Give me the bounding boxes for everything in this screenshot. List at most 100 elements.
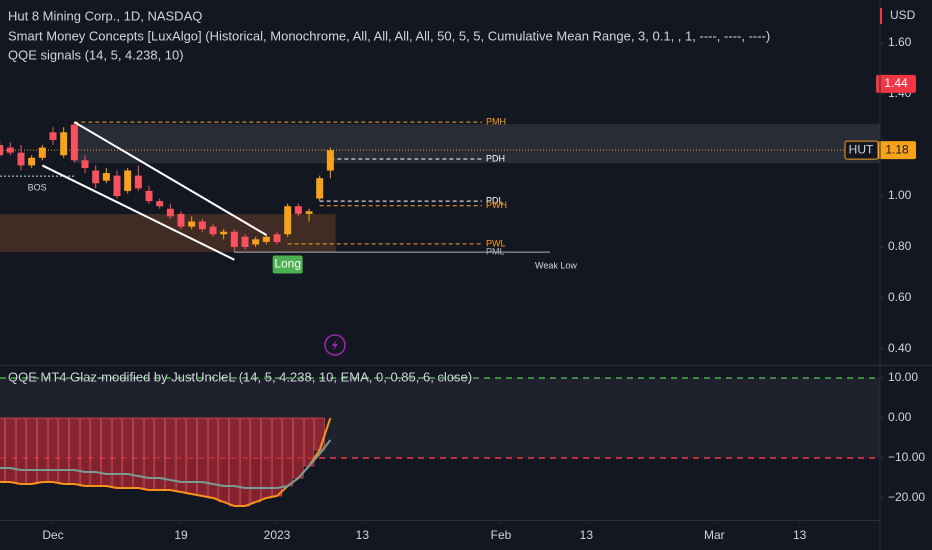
- candle-body: [49, 132, 57, 140]
- candle-body: [220, 231, 228, 235]
- histogram-column: [90, 417, 101, 487]
- y-tick-label: 1.00: [888, 188, 912, 202]
- candle-body: [230, 231, 238, 247]
- candle-body: [284, 206, 292, 235]
- histogram-column: [314, 417, 325, 451]
- histogram-column: [79, 417, 91, 487]
- x-tick-label: 19: [174, 528, 188, 542]
- x-tick-label: 13: [793, 528, 807, 542]
- histogram-column: [0, 417, 5, 483]
- histogram-column: [261, 417, 272, 499]
- histogram-column: [37, 417, 48, 483]
- lightning-icon: [324, 334, 346, 356]
- x-tick-label: Feb: [491, 528, 512, 542]
- histogram-column: [122, 417, 133, 489]
- candle-body: [241, 236, 249, 247]
- candle-body: [262, 236, 270, 242]
- candle-body: [177, 213, 185, 227]
- candle-body: [92, 170, 100, 184]
- x-tick-label: 2023: [264, 528, 291, 542]
- level-label: PMH: [486, 116, 506, 126]
- indicator-title: QQE MT4 Glaz-modified by JustUncleL (14,…: [8, 369, 472, 384]
- histogram-column: [47, 417, 59, 483]
- candle-body: [81, 160, 89, 168]
- candle-body: [28, 157, 36, 166]
- candle-body: [273, 234, 281, 242]
- level-label: PWH: [486, 200, 507, 210]
- histogram-column: [271, 417, 283, 497]
- level-label: PWL: [486, 238, 506, 248]
- level-note: Weak Low: [535, 260, 577, 270]
- candle-body: [326, 150, 334, 171]
- candle-body: [305, 211, 313, 214]
- histogram-column: [5, 417, 16, 483]
- candle-body: [134, 175, 142, 189]
- symbol-label: HUT: [849, 142, 874, 156]
- currency: USD: [890, 8, 916, 22]
- histogram-column: [282, 417, 293, 487]
- histogram-column: [293, 417, 304, 479]
- histogram-column: [197, 417, 208, 497]
- candle-body: [60, 132, 68, 156]
- candle-body: [38, 147, 46, 158]
- histogram-column: [218, 417, 229, 503]
- x-tick-label: Mar: [704, 528, 725, 542]
- histogram-column: [207, 417, 219, 499]
- chart-title: Hut 8 Mining Corp., 1D, NASDAQ: [8, 8, 202, 23]
- histogram-column: [111, 417, 123, 489]
- candle-body: [198, 221, 206, 230]
- legend-line: Smart Money Concepts [LuxAlgo] (Historic…: [8, 28, 770, 43]
- histogram-column: [101, 417, 112, 487]
- x-tick-label: 13: [580, 528, 594, 542]
- candle-body: [102, 173, 110, 181]
- y2-tick-label: 10.00: [888, 370, 918, 384]
- indicator-pane: 10.00 0.00 −10.00 −20.00: [0, 370, 925, 507]
- candle-body: [209, 226, 217, 235]
- candle-body: [145, 190, 153, 202]
- candle-body: [188, 221, 196, 227]
- level-label: PML: [486, 246, 505, 256]
- histogram-column: [58, 417, 69, 485]
- y2-tick-label: 0.00: [888, 410, 912, 424]
- price-flag-label: 1.44: [884, 76, 908, 90]
- x-tick-label: Dec: [42, 528, 63, 542]
- bos-label: BOS: [28, 183, 47, 193]
- candle-body: [316, 178, 324, 199]
- histogram-column: [69, 417, 80, 485]
- zone: [0, 214, 336, 253]
- histogram-column: [26, 417, 37, 485]
- y-tick-label: 0.40: [888, 341, 912, 355]
- candle-body: [252, 239, 260, 245]
- y2-tick-label: −10.00: [888, 450, 925, 464]
- trendline: [73, 121, 267, 236]
- signal-box: [272, 255, 303, 274]
- candle-body: [294, 206, 302, 214]
- trendline: [41, 164, 235, 261]
- histogram-column: [15, 417, 27, 485]
- candle-body: [124, 170, 132, 191]
- indicator-line: [0, 417, 332, 507]
- legend-line: QQE signals (14, 5, 4.238, 10): [8, 47, 184, 62]
- candle-body: [17, 152, 25, 166]
- histogram-column: [239, 417, 251, 507]
- candle-body: [70, 124, 78, 161]
- y-tick-label: 1.60: [888, 35, 912, 49]
- y2-tick-label: −20.00: [888, 490, 925, 504]
- level-label: PDL: [486, 195, 504, 205]
- candle-body: [156, 201, 164, 207]
- currency-marker: [880, 8, 882, 24]
- last-price-label: 1.18: [885, 142, 909, 156]
- last-price-box: [878, 141, 916, 160]
- level-label: PDH: [486, 153, 505, 163]
- histogram-column: [143, 417, 155, 491]
- candle-body: [113, 175, 121, 197]
- x-tick-label: 13: [356, 528, 370, 542]
- histogram-column: [229, 417, 240, 507]
- histogram-column: [303, 417, 315, 467]
- signal-label: Long: [274, 257, 301, 271]
- candle-body: [166, 208, 174, 217]
- price-flag-box: [876, 74, 916, 93]
- y-tick-label: 0.60: [888, 290, 912, 304]
- zone: [74, 124, 881, 164]
